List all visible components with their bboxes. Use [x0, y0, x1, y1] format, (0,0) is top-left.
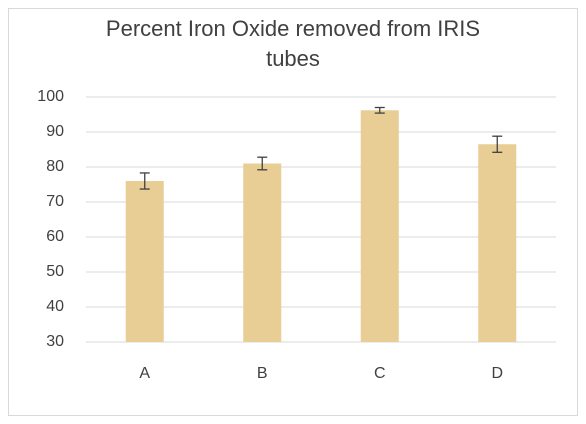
x-tick-label: C [374, 365, 386, 382]
chart-title: Percent Iron Oxide removed from IRIS tub… [105, 16, 481, 71]
bar [478, 144, 517, 342]
error-bar [257, 156, 268, 171]
error-bar [139, 172, 150, 190]
y-tick-label: 60 [46, 228, 64, 245]
x-tick-label: D [491, 365, 503, 382]
error-bar [374, 106, 385, 114]
bar [360, 110, 399, 342]
y-tick-label: 40 [46, 298, 64, 315]
y-tick-label: 50 [46, 263, 64, 280]
bar [125, 181, 164, 342]
y-tick-label: 30 [46, 333, 64, 350]
y-tick-label: 90 [46, 123, 64, 140]
y-tick-label: 70 [46, 193, 64, 210]
y-tick-label: 100 [37, 88, 64, 105]
x-tick-label: B [257, 365, 268, 382]
x-tick-label: A [139, 365, 150, 382]
error-bar [492, 135, 503, 153]
y-tick-label: 80 [46, 158, 64, 175]
bar [243, 163, 282, 342]
